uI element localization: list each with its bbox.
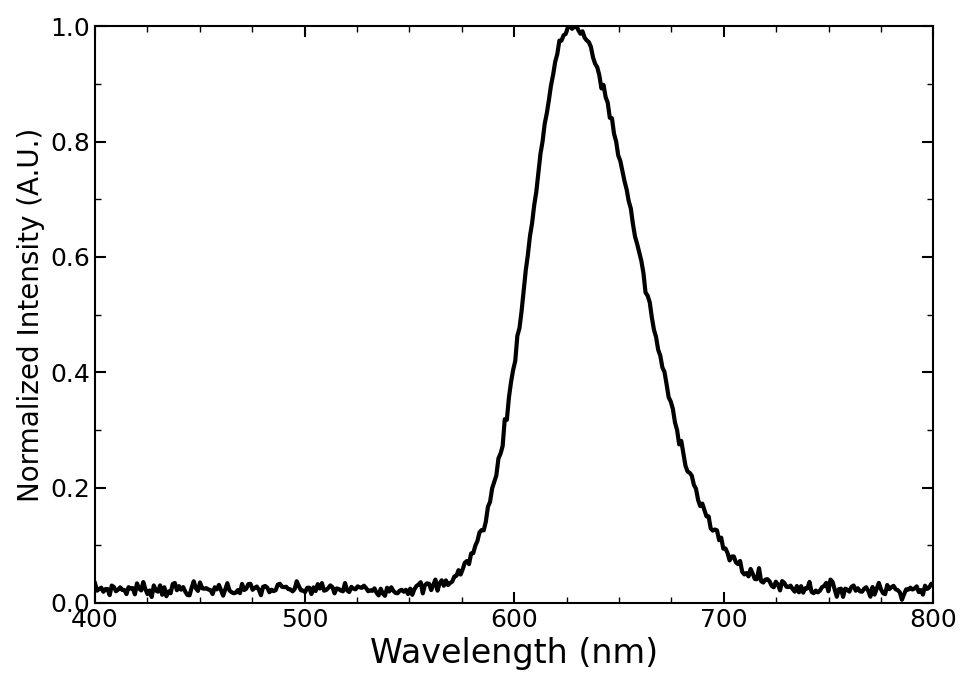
Y-axis label: Normalized Intensity (A.U.): Normalized Intensity (A.U.)	[17, 127, 45, 502]
X-axis label: Wavelength (nm): Wavelength (nm)	[370, 638, 658, 671]
